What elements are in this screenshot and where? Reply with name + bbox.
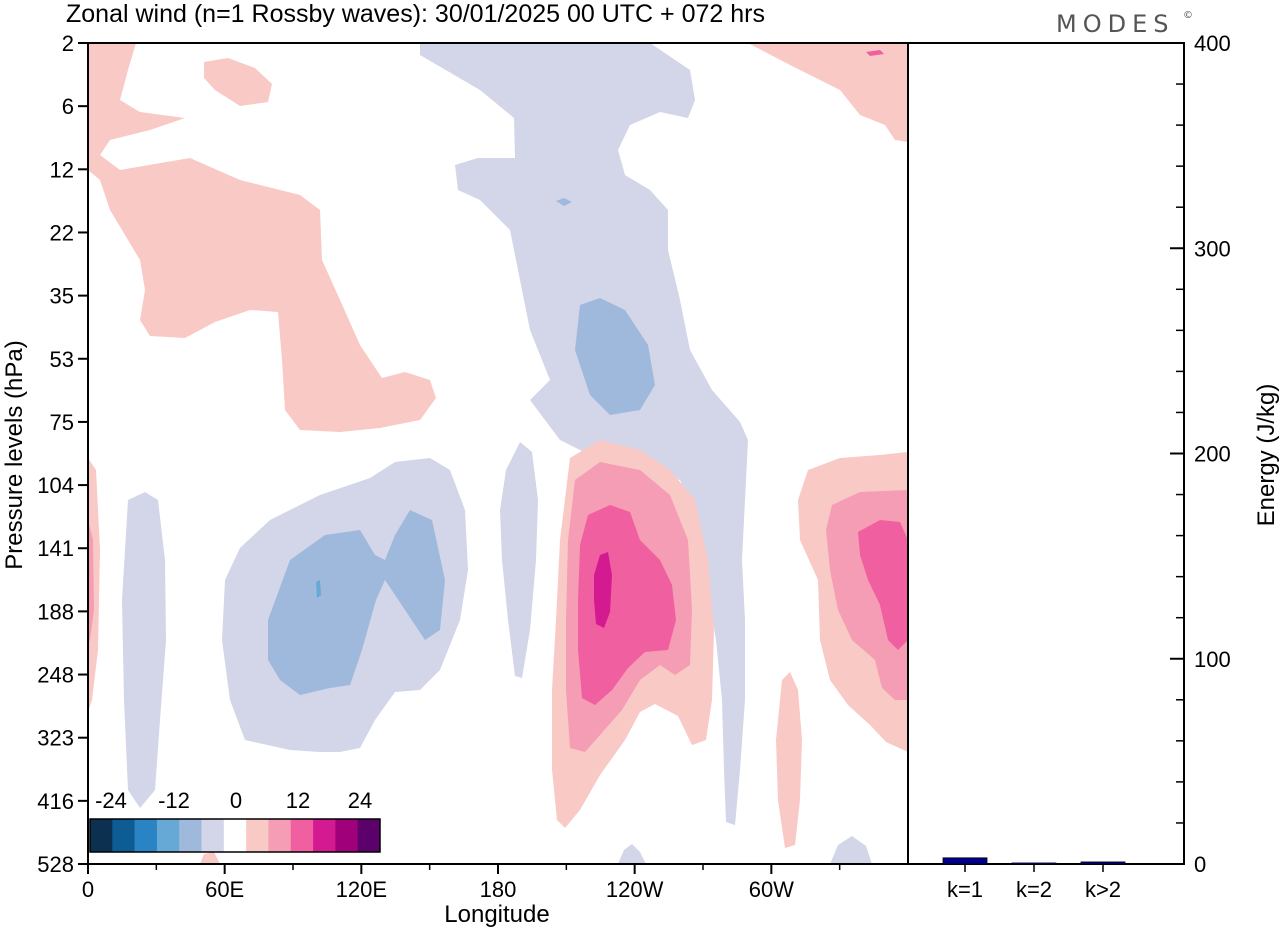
y-tick-label: 323 — [37, 726, 74, 751]
colorbar-outline — [89, 818, 381, 853]
colorbar: -24 -12 0 12 24 — [89, 788, 381, 853]
contour-negative-column-180 — [500, 442, 538, 678]
contour-negative-bottom-a — [618, 844, 646, 864]
contour-positive-upper-left — [88, 43, 436, 432]
x-tick-label: 120E — [336, 877, 387, 902]
energy-tick-label: 400 — [1194, 31, 1231, 56]
contour-fills — [88, 43, 908, 864]
colorbar-cell — [201, 819, 225, 852]
contour-negative-lower-left-core — [268, 510, 445, 695]
modes-logo-text: MODES — [1056, 10, 1174, 38]
x-axis: 0 60E 120E 180 120W 60W — [82, 864, 841, 902]
energy-bar — [1080, 861, 1126, 865]
energy-axis-label: Energy (J/kg) — [1253, 384, 1280, 527]
contour-positive-right-l3 — [858, 520, 908, 650]
energy-x-axis: k=1 k=2 k>2 — [947, 864, 1121, 902]
x-tick-label: 0 — [82, 877, 94, 902]
y-tick-label: 75 — [50, 410, 74, 435]
contour-negative-upper-center-core — [575, 298, 655, 415]
energy-tick-label: 100 — [1194, 647, 1231, 672]
energy-category-label: k>2 — [1085, 877, 1121, 902]
colorbar-cell — [246, 819, 269, 852]
y-tick-label: 6 — [62, 94, 74, 119]
energy-tick-label: 200 — [1194, 442, 1231, 467]
colorbar-cell — [268, 819, 292, 852]
y-tick-label: 528 — [37, 852, 74, 877]
colorbar-label: -24 — [95, 788, 127, 813]
energy-category-label: k=2 — [1016, 877, 1052, 902]
contour-positive-top-right — [748, 43, 908, 142]
contour-plot: -24 -12 0 12 24 2 6 12 22 35 53 75 104 141 188 248… — [1, 31, 909, 928]
colorbar-cell — [134, 819, 158, 852]
energy-bar — [942, 857, 988, 865]
y-tick-label: 53 — [50, 347, 74, 372]
y-tick-label: 248 — [37, 663, 74, 688]
contour-negative-bottom-b — [830, 836, 872, 864]
y-axis-label: Pressure levels (hPa) — [1, 340, 28, 569]
y-tick-label: 2 — [62, 31, 74, 56]
energy-panel: 0 100 200 300 400 k=1 k=2 k>2 Energy (J/kg) — [907, 31, 1280, 902]
y-axis: 2 6 12 22 35 53 75 104 141 188 248 323 416 528 — [37, 31, 88, 877]
colorbar-cell — [90, 819, 113, 852]
modes-logo-mark: © — [1183, 10, 1193, 21]
contour-positive-bottom — [200, 852, 220, 864]
contour-positive-top-small — [204, 58, 272, 106]
y-tick-label: 12 — [50, 157, 74, 182]
y-tick-label: 104 — [37, 473, 74, 498]
contour-negative-left-column — [122, 492, 166, 808]
modes-logo: MODES © — [1056, 10, 1193, 38]
energy-y-axis: 0 100 200 300 400 — [1170, 31, 1231, 877]
x-tick-label: 60W — [749, 877, 794, 902]
contour-positive-left-edge-l1 — [88, 458, 100, 712]
y-tick-label: 188 — [37, 599, 74, 624]
colorbar-cells — [89, 818, 381, 853]
colorbar-cell — [357, 819, 381, 852]
colorbar-cell — [335, 819, 358, 852]
colorbar-label: 0 — [230, 788, 242, 813]
colorbar-cell — [313, 819, 336, 852]
colorbar-cell — [290, 819, 314, 852]
y-tick-label: 35 — [50, 284, 74, 309]
colorbar-cell — [112, 819, 135, 852]
y-tick-label: 22 — [50, 220, 74, 245]
energy-bars — [942, 857, 1126, 865]
energy-frame — [907, 42, 1185, 865]
contour-negative-small-blob — [556, 198, 572, 206]
contour-positive-top-right-dot — [866, 50, 884, 56]
x-tick-label: 180 — [480, 877, 517, 902]
colorbar-label: 24 — [348, 788, 372, 813]
y-tick-label: 416 — [37, 789, 74, 814]
x-tick-label: 60E — [205, 877, 244, 902]
x-tick-label: 120W — [606, 877, 664, 902]
y-tick-label: 141 — [37, 536, 74, 561]
colorbar-label: 12 — [286, 788, 310, 813]
contour-negative-lower-left-dot — [316, 580, 321, 598]
energy-tick-label: 300 — [1194, 236, 1231, 261]
contour-positive-center-core — [594, 552, 612, 628]
chart-title: Zonal wind (n=1 Rossby waves): 30/01/202… — [66, 0, 765, 28]
colorbar-cell — [223, 819, 247, 852]
contour-positive-column-60w — [776, 672, 802, 848]
colorbar-label: -12 — [158, 788, 190, 813]
energy-tick-label: 0 — [1194, 852, 1206, 877]
energy-category-label: k=1 — [947, 877, 983, 902]
contour-positive-left-edge-l2 — [88, 520, 94, 645]
x-axis-label: Longitude — [444, 901, 549, 928]
colorbar-cell — [179, 819, 202, 852]
contour-negative-upper-center — [420, 43, 748, 825]
colorbar-cell — [156, 819, 180, 852]
